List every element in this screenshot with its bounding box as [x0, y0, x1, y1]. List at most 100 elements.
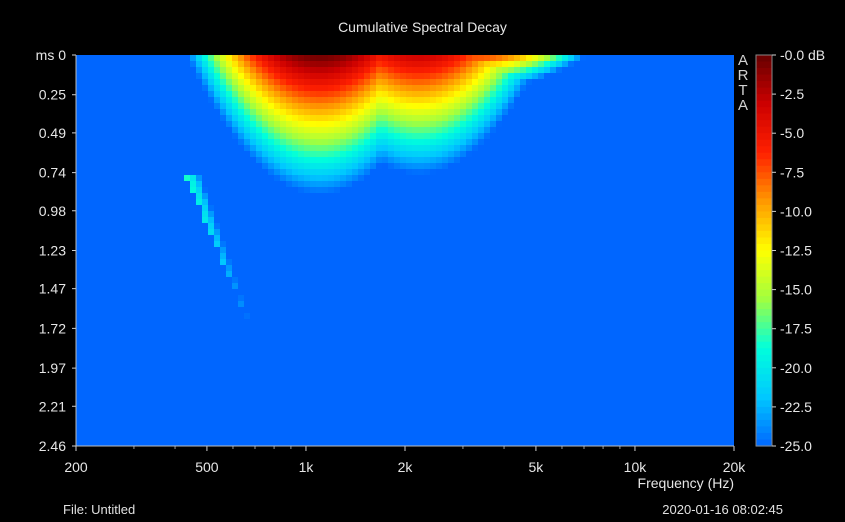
heatmap-cell [364, 61, 370, 67]
heatmap-cell [394, 157, 400, 163]
heatmap-cell [256, 67, 262, 73]
heatmap-cell [454, 115, 460, 121]
heatmap-cell [238, 295, 244, 301]
heatmap-cell [304, 145, 310, 151]
heatmap-cell [226, 55, 232, 61]
heatmap-cell [322, 151, 328, 157]
heatmap-cell [250, 79, 256, 85]
heatmap-cell [328, 127, 334, 133]
heatmap-cell [406, 85, 412, 91]
heatmap-cell [418, 115, 424, 121]
heatmap-cell [256, 115, 262, 121]
heatmap-cell [502, 97, 508, 103]
heatmap-cell [244, 91, 250, 97]
heatmap-cell [514, 61, 520, 67]
heatmap-cell [262, 97, 268, 103]
heatmap-cell [244, 85, 250, 91]
heatmap-cell [334, 187, 340, 193]
heatmap-cell [430, 91, 436, 97]
heatmap-cell [196, 61, 202, 67]
heatmap-cell [298, 67, 304, 73]
heatmap-cell [454, 139, 460, 145]
heatmap-cell [208, 55, 214, 61]
heatmap-cell [400, 97, 406, 103]
heatmap-cell [562, 61, 568, 67]
heatmap-cell [394, 139, 400, 145]
heatmap-cell [382, 79, 388, 85]
heatmap-cell [286, 133, 292, 139]
heatmap-cell [310, 103, 316, 109]
heatmap-cell [346, 115, 352, 121]
heatmap-cell [316, 85, 322, 91]
colorbar-segment [756, 296, 772, 304]
heatmap-cell [310, 163, 316, 169]
heatmap-cell [460, 79, 466, 85]
heatmap-cell [484, 127, 490, 133]
heatmap-cell [412, 145, 418, 151]
heatmap-cell [268, 67, 274, 73]
colorbar-segment [756, 361, 772, 369]
heatmap-cell [322, 85, 328, 91]
heatmap-cell [268, 55, 274, 61]
heatmap-cell [244, 133, 250, 139]
heatmap-cell [262, 127, 268, 133]
heatmap-cell [316, 139, 322, 145]
heatmap-cell [232, 85, 238, 91]
heatmap-cell [250, 115, 256, 121]
heatmap-cell [418, 169, 424, 175]
heatmap-cell [352, 139, 358, 145]
heatmap-cell [406, 139, 412, 145]
heatmap-cell [256, 97, 262, 103]
heatmap-cell [484, 85, 490, 91]
heatmap-cell [436, 115, 442, 121]
heatmap-cell [346, 169, 352, 175]
heatmap-cell [220, 55, 226, 61]
heatmap-cell [424, 157, 430, 163]
heatmap-cell [490, 103, 496, 109]
heatmap-cell [364, 97, 370, 103]
heatmap-cell [238, 127, 244, 133]
heatmap-cell [328, 187, 334, 193]
heatmap-cell [394, 115, 400, 121]
heatmap-cell [220, 97, 226, 103]
heatmap-cell [364, 145, 370, 151]
heatmap-cell [334, 145, 340, 151]
heatmap-cell [574, 55, 580, 61]
heatmap-cell [220, 85, 226, 91]
heatmap-cell [394, 73, 400, 79]
heatmap-cell [340, 133, 346, 139]
heatmap-cell [382, 97, 388, 103]
heatmap-cell [400, 127, 406, 133]
heatmap-cell [430, 145, 436, 151]
heatmap-cell [346, 151, 352, 157]
heatmap-cell [454, 73, 460, 79]
heatmap-cell [490, 79, 496, 85]
heatmap-cell [238, 133, 244, 139]
heatmap-cell [580, 55, 586, 61]
heatmap-cell [262, 163, 268, 169]
heatmap-cell [298, 115, 304, 121]
heatmap-cell [472, 103, 478, 109]
heatmap-cell [478, 139, 484, 145]
heatmap-cell [274, 163, 280, 169]
heatmap-cell [370, 109, 376, 115]
heatmap-cell [286, 55, 292, 61]
heatmap-cell [280, 145, 286, 151]
heatmap-cell [370, 91, 376, 97]
heatmap-cell [496, 55, 502, 61]
heatmap-cell [328, 175, 334, 181]
heatmap-cell [286, 175, 292, 181]
heatmap-cell [274, 91, 280, 97]
heatmap-cell [292, 67, 298, 73]
heatmap-cell [316, 175, 322, 181]
heatmap-cell [448, 145, 454, 151]
heatmap-cell [370, 157, 376, 163]
heatmap-cell [250, 127, 256, 133]
heatmap-cell [286, 67, 292, 73]
heatmap-cell [316, 61, 322, 67]
heatmap-cell [280, 169, 286, 175]
heatmap-cell [340, 85, 346, 91]
heatmap-cell [442, 97, 448, 103]
heatmap-cell [274, 127, 280, 133]
heatmap-cell [448, 79, 454, 85]
